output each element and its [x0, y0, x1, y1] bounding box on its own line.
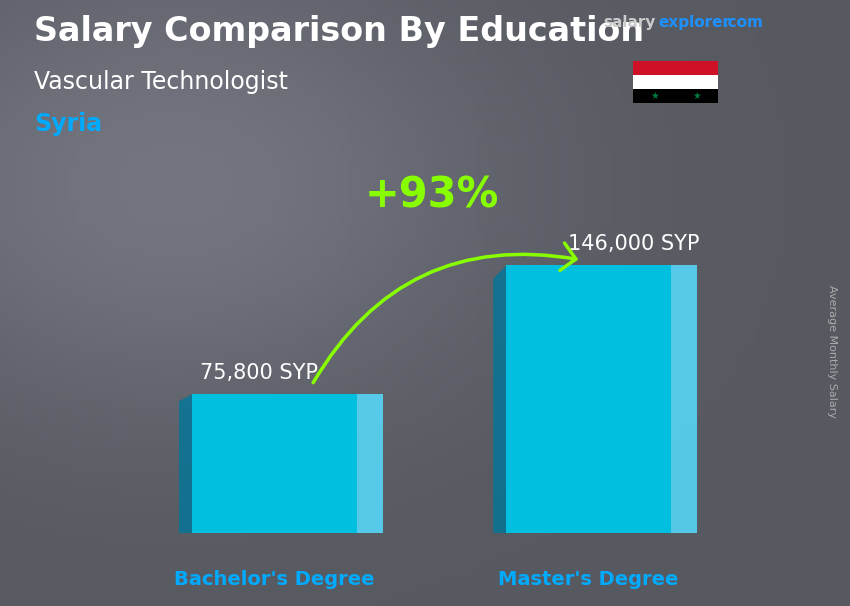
- Bar: [633, 75, 718, 89]
- FancyArrowPatch shape: [313, 243, 576, 382]
- Text: Vascular Technologist: Vascular Technologist: [34, 70, 288, 94]
- Text: Master's Degree: Master's Degree: [498, 570, 679, 589]
- Text: Average Monthly Salary: Average Monthly Salary: [827, 285, 837, 418]
- Text: +93%: +93%: [365, 175, 499, 217]
- Text: salary: salary: [604, 15, 656, 30]
- Text: .com: .com: [722, 15, 763, 30]
- Polygon shape: [671, 265, 697, 533]
- Bar: [507, 265, 671, 533]
- Text: 146,000 SYP: 146,000 SYP: [568, 235, 700, 255]
- Polygon shape: [357, 395, 382, 533]
- Text: ★: ★: [650, 91, 659, 101]
- Text: Bachelor's Degree: Bachelor's Degree: [174, 570, 375, 589]
- Text: ★: ★: [693, 91, 701, 101]
- Text: Salary Comparison By Education: Salary Comparison By Education: [34, 15, 644, 48]
- Polygon shape: [179, 395, 192, 533]
- Text: Syria: Syria: [34, 112, 102, 136]
- Text: 75,800 SYP: 75,800 SYP: [201, 363, 319, 383]
- Bar: [633, 89, 718, 103]
- Bar: [633, 61, 718, 75]
- Polygon shape: [493, 265, 507, 533]
- Text: explorer: explorer: [659, 15, 731, 30]
- Bar: [192, 395, 357, 533]
